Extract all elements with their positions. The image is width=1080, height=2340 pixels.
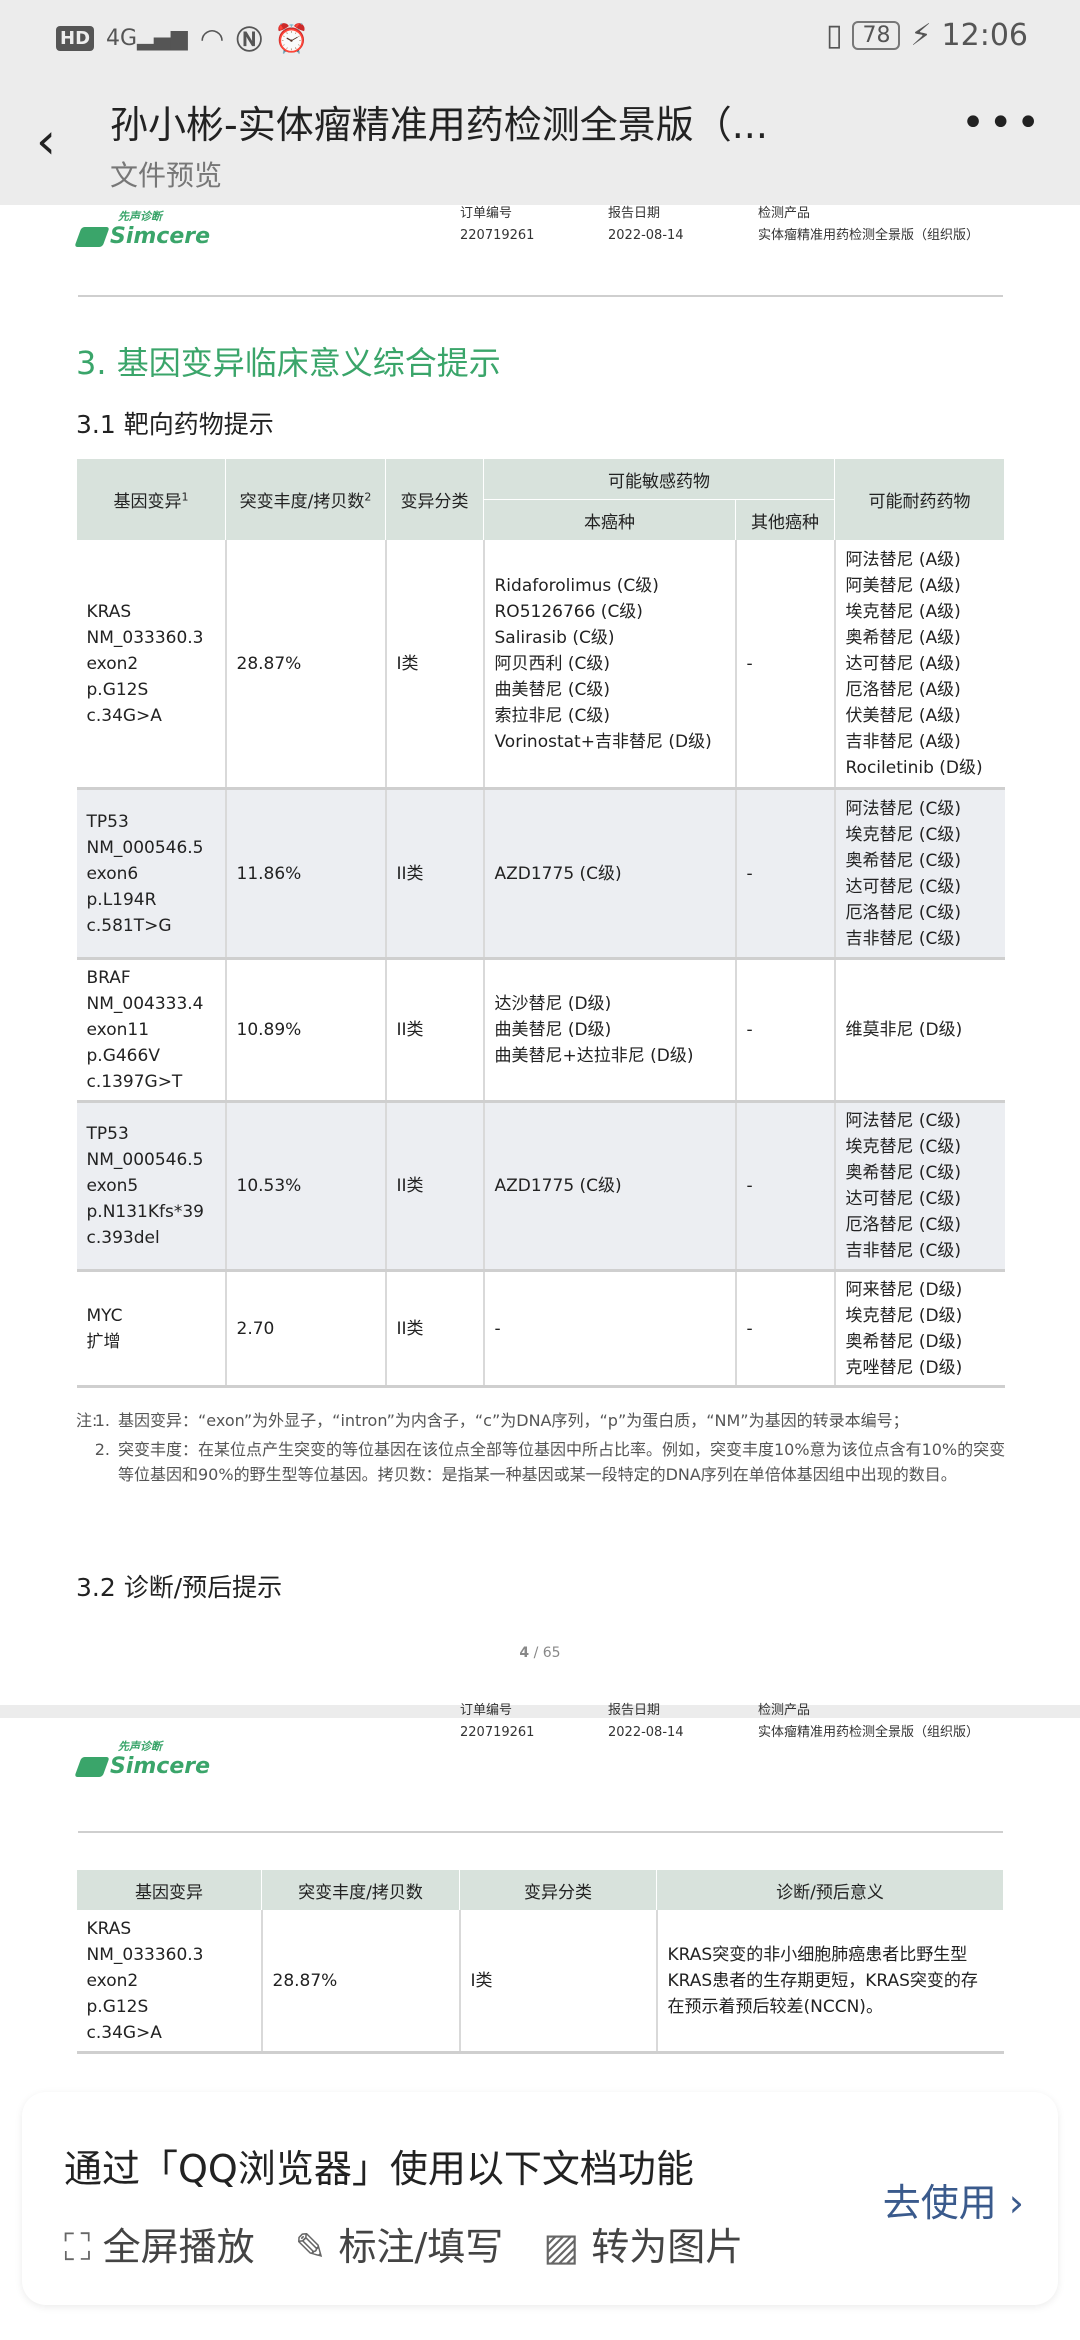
gene-cell: KRAS NM_033360.3 exon2 p.G12S c.34G>A (86, 602, 204, 726)
wifi-icon: ◠ (199, 22, 225, 55)
back-icon[interactable]: ‹ (36, 112, 56, 170)
annotate-button[interactable]: ✎ 标注/填写 (294, 2225, 504, 2269)
this-cancer-cell: - (482, 1270, 736, 1387)
col-resist: 可能耐药药物 (834, 458, 1005, 541)
gene-cell: TP53 NM_000546.5 exon5 p.N131Kfs*39 c.393del (76, 1101, 226, 1271)
battery-icon: 78 (852, 21, 901, 50)
subsection-title: 3.1 靶向药物提示 (76, 410, 274, 439)
freq-cell: 28.87% (260, 1910, 460, 2053)
edit-icon: ✎ (294, 2225, 327, 2269)
to-image-button[interactable]: ▨ 转为图片 (543, 2225, 744, 2269)
divider (78, 295, 1003, 297)
col-freq: 突变丰度/拷贝数 (261, 1869, 460, 1911)
class-cell: II类 (384, 958, 484, 1102)
freq-cell: 28.87% (224, 540, 386, 789)
this-cancer-cell: 达沙替尼 (D级) 曲美替尼 (D级) 曲美替尼+达拉非尼 (D级) (482, 958, 736, 1102)
col-meaning: 诊断/预后意义 (656, 1869, 1004, 1911)
col-sensitive: 可能敏感药物 (483, 458, 835, 500)
table-notes: 注: 1. 基因变异：“exon”为外显子，“intron”为内含子，“c”为DNA… (76, 1411, 1006, 1484)
charging-icon: ⚡ (910, 18, 932, 53)
test-product-2: 检测产品 实体瘤精准用药检测全景版（组织版） (758, 1703, 980, 1740)
document-title: 孙小彬-实体瘤精准用药检测全景版（... (110, 103, 768, 147)
targeted-drug-table: 基因变异1 突变丰度/拷贝数2 变异分类 可能敏感药物 可能耐药药物 本癌种 其他… (76, 458, 1005, 1388)
table-row: KRAS NM_033360.3 exon2 p.G12S c.34G>A 28.87% I… (76, 1910, 1004, 2053)
col-other-cancer: 其他癌种 (735, 499, 835, 541)
freq-cell: 10.89% (224, 958, 386, 1102)
class-cell: II类 (384, 1270, 484, 1387)
4g-signal-icon: 4G▂▄▆ (106, 26, 188, 51)
col-gene: 基因变异1 (76, 458, 226, 541)
page-number: 4 / 65 (519, 1645, 561, 1661)
order-number-2: 订单编号 220719261 (460, 1703, 535, 1740)
table-row: TP53 NM_000546.5 exon5 p.N131Kfs*39 c.393del… (76, 1101, 1005, 1271)
class-cell: II类 (384, 1101, 484, 1271)
report-date: 报告日期 2022-08-14 (608, 206, 684, 243)
gene-cell: BRAF NM_004333.4 exon11 p.G466V c.1397G>T (86, 968, 204, 1092)
divider-2 (78, 1831, 1003, 1833)
resist-cell: 阿来替尼 (D级) 埃克替尼 (D级) 奥希替尼 (D级) 克唑替尼 (D级) (833, 1270, 1005, 1387)
meaning-cell: KRAS突变的非小细胞肺癌患者比野生型KRAS患者的生存期更短，KRAS突变的存… (655, 1910, 1004, 2053)
col-freq: 突变丰度/拷贝数2 (225, 458, 386, 541)
status-bar: HD 4G▂▄▆ ◠ Ⓝ ⏰ ▯ 78 ⚡ 12:06 (0, 0, 1080, 72)
table-row: TP53 NM_000546.5 exon6 p.L194R c.581T>G 11.86… (76, 788, 1005, 959)
other-cancer-cell: - (734, 540, 835, 789)
class-cell: I类 (384, 540, 484, 789)
col-class: 变异分类 (459, 1869, 657, 1911)
more-icon[interactable]: ••• (961, 100, 1044, 146)
this-cancer-cell: AZD1775 (C级) (482, 788, 736, 959)
col-this-cancer: 本癌种 (483, 499, 736, 541)
other-cancer-cell: - (734, 788, 835, 959)
gene-cell: TP53 NM_000546.5 exon6 p.L194R c.581T>G (76, 788, 226, 959)
table-row: BRAF NM_004333.4 exon11 p.G466V c.1397G>T 10.… (76, 958, 1005, 1102)
freq-cell: 10.53% (224, 1101, 386, 1271)
table-row: KRAS NM_033360.3 exon2 p.G12S c.34G>A 28.87% I… (76, 540, 1005, 789)
gene-cell: KRAS NM_033360.3 exon2 p.G12S c.34G>A (86, 1919, 204, 2043)
class-cell: I类 (458, 1910, 657, 2053)
resist-cell: 阿法替尼 (C级) 埃克替尼 (C级) 奥希替尼 (C级) 达可替尼 (C级) 厄洛替尼… (833, 788, 1005, 959)
image-icon: ▨ (543, 2225, 580, 2269)
document-subtitle: 文件预览 (110, 159, 223, 192)
resist-cell: 维莫非尼 (D级) (833, 958, 1005, 1102)
section-title: 3. 基因变异临床意义综合提示 (76, 344, 501, 382)
other-cancer-cell: - (734, 1101, 835, 1271)
alarm-icon: ⏰ (274, 22, 310, 55)
test-product: 检测产品 实体瘤精准用药检测全景版（组织版） (758, 206, 980, 243)
simcere-logo: 先声诊断 Simcere (74, 208, 210, 249)
clock: 12:06 (941, 18, 1028, 53)
app-header: ‹ 孙小彬-实体瘤精准用药检测全景版（... 文件预览 ••• (0, 72, 1080, 205)
prognosis-table: 基因变异 突变丰度/拷贝数 变异分类 诊断/预后意义 KRAS NM_033360… (76, 1869, 1004, 2054)
nfc-icon: Ⓝ (236, 26, 263, 56)
other-cancer-cell: - (734, 1270, 835, 1387)
this-cancer-cell: Ridaforolimus (C级) RO5126766 (C级) Salirasi… (482, 540, 736, 789)
order-number: 订单编号 220719261 (460, 206, 535, 243)
banner-text: 通过「QQ浏览器」使用以下文档功能 (64, 2147, 694, 2191)
col-gene: 基因变异 (76, 1869, 262, 1911)
fullscreen-icon: ⛶ (64, 2225, 91, 2269)
report-date-2: 报告日期 2022-08-14 (608, 1703, 684, 1740)
resist-cell: 阿法替尼 (C级) 埃克替尼 (C级) 奥希替尼 (C级) 达可替尼 (C级) 厄洛替尼… (833, 1101, 1005, 1271)
gene-cell: MYC 扩增 (86, 1305, 123, 1352)
simcere-logo-2: 先声诊断 Simcere (74, 1738, 210, 1779)
freq-cell: 2.70 (224, 1270, 386, 1387)
this-cancer-cell: AZD1775 (C级) (482, 1101, 736, 1271)
col-class: 变异分类 (385, 458, 484, 541)
hd-icon: HD (56, 26, 95, 51)
subsection-title-2: 3.2 诊断/预后提示 (76, 1573, 283, 1602)
go-use-button[interactable]: 去使用 › (882, 2181, 1024, 2225)
class-cell: II类 (384, 788, 484, 959)
fullscreen-button[interactable]: ⛶ 全屏播放 (64, 2225, 255, 2269)
other-cancer-cell: - (734, 958, 835, 1102)
qq-browser-banner[interactable]: 通过「QQ浏览器」使用以下文档功能 ⛶ 全屏播放 ✎ 标注/填写 ▨ 转为图片 去使用… (22, 2092, 1058, 2305)
vibrate-icon: ▯ (825, 18, 843, 53)
resist-cell: 阿法替尼 (A级) 阿美替尼 (A级) 埃克替尼 (A级) 奥希替尼 (A级) 达可替尼… (833, 540, 1005, 789)
freq-cell: 11.86% (224, 788, 386, 959)
table-row: MYC 扩增 2.70 II类 - - 阿来替尼 (D级) 埃克替尼 (D级) 奥希替尼 (D级… (76, 1270, 1005, 1387)
